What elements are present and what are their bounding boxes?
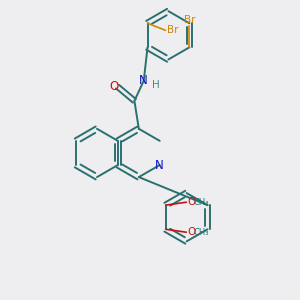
Text: CH₃: CH₃	[194, 228, 209, 237]
Text: H: H	[152, 80, 160, 90]
Text: O: O	[109, 80, 119, 93]
Text: O: O	[188, 227, 196, 237]
Text: O: O	[188, 197, 196, 207]
Text: Br: Br	[184, 15, 195, 25]
Text: Br: Br	[167, 25, 178, 35]
Text: N: N	[155, 158, 164, 172]
Text: CH₃: CH₃	[194, 198, 209, 207]
Text: N: N	[140, 74, 148, 87]
